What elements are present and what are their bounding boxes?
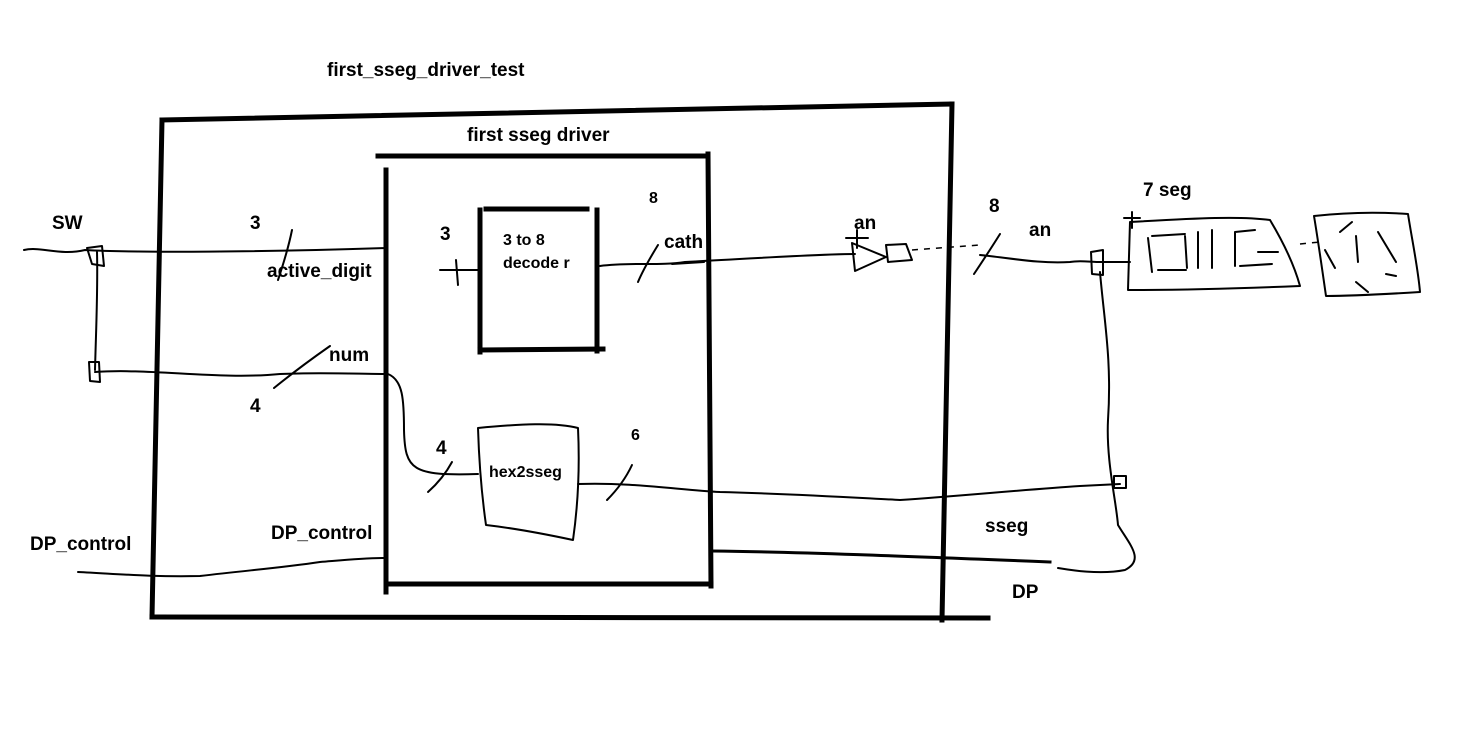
width-8-an: 8 [989, 196, 1000, 217]
seven-seg-label: 7 seg [1143, 180, 1192, 201]
outer-title: first_sseg_driver_test [327, 60, 525, 81]
inner-title: first sseg driver [467, 125, 610, 146]
slash-8-an [973, 233, 1001, 275]
num-label: num [329, 345, 370, 366]
width-6-hex: 6 [631, 427, 640, 444]
sseg-label: sseg [985, 516, 1029, 537]
inner-box-first-sseg-driver [375, 151, 714, 595]
junction-sseg [1113, 475, 1127, 489]
dp-control-inside: DP_control [271, 523, 373, 544]
width-8-cath: 8 [649, 190, 658, 207]
wire-dp-out [710, 549, 1052, 564]
junction-sw-top [86, 245, 105, 267]
slash-3-active-digit [277, 229, 293, 281]
sw-label: SW [52, 213, 83, 234]
outer-box-first-sseg-driver-test [149, 101, 991, 623]
wire-dp-control [77, 557, 387, 578]
slash-6-hex [606, 464, 633, 501]
an-out-label: an [1029, 220, 1052, 241]
an-buffer-label: an [854, 213, 877, 234]
wire-sw-active-digit [23, 247, 386, 253]
wire-sw-branch [94, 251, 99, 371]
seven-segment-display-icon [1123, 211, 1421, 297]
hex2sseg-label: hex2sseg [489, 464, 562, 481]
buffer-tick [845, 229, 869, 249]
wire-cath [599, 253, 856, 267]
wire-vertical-right [1057, 271, 1136, 574]
wire-an-dashed [911, 244, 981, 251]
wire-an [979, 254, 1131, 264]
buffer-box [885, 243, 913, 263]
slash-4-num [273, 345, 331, 389]
dp-label: DP [1012, 582, 1039, 603]
dp-control-outside: DP_control [30, 534, 132, 555]
buffer-triangle-icon [851, 242, 887, 272]
width-3-left: 3 [250, 213, 261, 234]
hex2sseg-block [477, 423, 580, 541]
wire-num [94, 370, 479, 476]
wire-sseg [577, 482, 1121, 501]
junction-sw-bottom [88, 361, 101, 383]
tick-decoder-in [455, 259, 459, 286]
width-4-hex: 4 [436, 438, 447, 459]
slash-4-hex [427, 461, 453, 493]
width-3-decoder: 3 [440, 224, 451, 245]
decoder-block [477, 206, 606, 355]
active-digit-label: active_digit [267, 261, 372, 282]
decoder-label: 3 to 8 decode r [503, 232, 570, 272]
cath-label: cath [664, 232, 704, 253]
width-4-left: 4 [250, 396, 261, 417]
cath-stub [671, 261, 705, 265]
junction-an [1090, 249, 1104, 276]
